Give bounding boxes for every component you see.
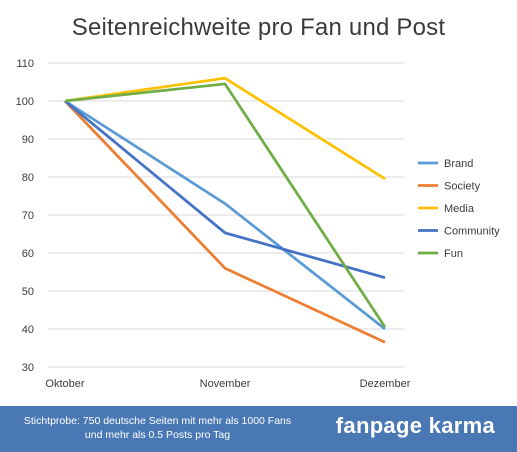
y-tick-label-90: 90 — [22, 134, 34, 146]
series-line-society — [64, 100, 386, 344]
y-axis-ticks: 30 40 50 60 70 80 90 100 110 — [16, 58, 34, 374]
footer-banner: Stichtprobe: 750 deutsche Seiten mit meh… — [0, 406, 517, 452]
y-tick-label-50: 50 — [22, 286, 34, 298]
x-tick-label-dezember: Dezember — [360, 378, 411, 390]
series-line-brand — [64, 99, 386, 331]
y-tick-label-70: 70 — [22, 210, 34, 222]
legend-label-society: Society — [444, 181, 481, 193]
y-tick-label-60: 60 — [22, 248, 34, 260]
series-line-community — [64, 99, 386, 280]
line-chart: 30 40 50 60 70 80 90 100 110 Oktober November Deze… — [16, 58, 500, 390]
x-tick-label-november: November — [200, 378, 251, 390]
sample-note: Stichtprobe: 750 deutsche Seiten mit meh… — [23, 415, 292, 441]
legend: Brand Society Media Community Fun — [418, 158, 500, 260]
y-tick-label-110: 110 — [16, 58, 34, 70]
legend-label-community: Community — [444, 226, 500, 238]
series-lines — [64, 76, 387, 344]
x-axis-ticks: Oktober November Dezember — [45, 378, 410, 390]
y-tick-label-80: 80 — [22, 172, 34, 184]
chart-title: Seitenreichweite pro Fan und Post — [71, 14, 446, 41]
y-tick-label-40: 40 — [22, 324, 34, 336]
y-tick-label-30: 30 — [22, 362, 34, 374]
legend-label-brand: Brand — [444, 158, 473, 170]
series-line-media — [64, 76, 386, 181]
series-line-fun — [64, 82, 387, 328]
legend-label-fun: Fun — [444, 248, 463, 260]
x-tick-label-oktober: Oktober — [45, 378, 84, 390]
brand-logo: fanpage karma — [335, 413, 495, 438]
legend-label-media: Media — [444, 203, 475, 215]
y-tick-label-100: 100 — [16, 96, 34, 108]
grid-lines — [48, 62, 404, 368]
